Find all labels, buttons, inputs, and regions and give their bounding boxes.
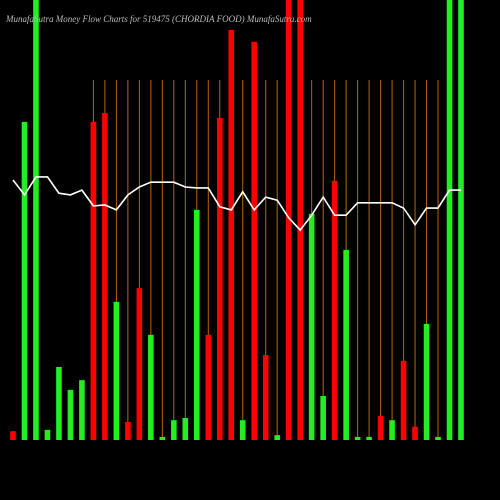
bar (423, 323, 430, 440)
bar (412, 426, 418, 440)
bar (435, 436, 441, 440)
bar (446, 0, 453, 440)
bar (239, 420, 246, 440)
bar (10, 431, 16, 440)
bar (400, 360, 407, 440)
bar (125, 421, 131, 440)
bar (21, 121, 28, 440)
bar (343, 249, 349, 440)
bar (251, 41, 258, 441)
bar (274, 435, 281, 440)
bar (354, 436, 361, 440)
bar (159, 436, 166, 440)
bar (56, 366, 62, 440)
bar (33, 0, 39, 440)
bar (216, 117, 223, 441)
bar (458, 0, 464, 440)
bar (171, 420, 177, 440)
bar (148, 334, 154, 440)
bar (308, 213, 315, 440)
bar (182, 418, 189, 440)
bar (262, 355, 269, 440)
bar (205, 334, 212, 440)
bar (44, 429, 51, 440)
bar (228, 29, 235, 440)
bar (285, 0, 292, 440)
bar (67, 389, 74, 440)
bar (193, 209, 200, 440)
bar (102, 113, 108, 440)
bar (377, 415, 384, 440)
bar (90, 121, 97, 440)
bar (389, 420, 395, 440)
bar (79, 380, 85, 440)
bar (297, 0, 303, 440)
chart-title: MunafaSutra Money Flow Charts for 519475… (5, 14, 312, 24)
bar (320, 396, 326, 440)
bar (366, 436, 372, 440)
bar (113, 301, 120, 440)
flow-line (12, 176, 461, 232)
bar (136, 288, 143, 440)
bar (331, 180, 338, 440)
